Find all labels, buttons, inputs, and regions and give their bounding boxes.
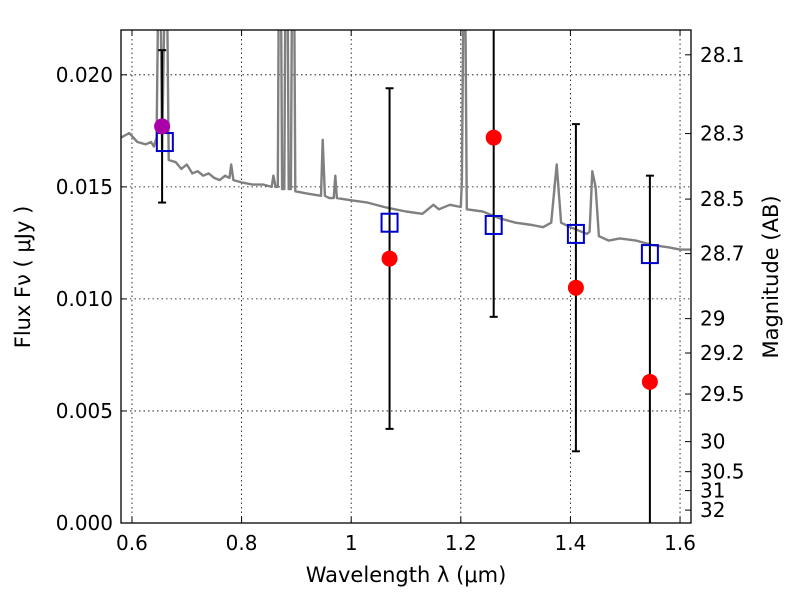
observed-flux-point <box>641 373 658 390</box>
spectrum-line <box>121 30 691 251</box>
model-band-square <box>380 212 399 233</box>
x-tick-label: 1.6 <box>664 531 696 555</box>
model-band-square <box>484 214 503 235</box>
x-axis-label: Wavelength λ (μm) <box>306 563 507 587</box>
data-markers <box>154 118 659 390</box>
mag-tick-label: 30 <box>700 430 725 454</box>
observed-flux-point <box>381 250 398 267</box>
x-tick-label: 1.4 <box>555 531 587 555</box>
y-tick-label: 0.000 <box>56 511 113 535</box>
observed-flux-point <box>485 129 502 146</box>
y-tick-label: 0.005 <box>56 399 113 423</box>
tick-marks <box>121 30 691 524</box>
mag-tick-label: 30.5 <box>700 460 745 484</box>
observed-flux-point <box>567 279 584 296</box>
x-tick-label: 1.2 <box>445 531 477 555</box>
y-axis-right-label: Magnitude (AB) <box>759 195 783 358</box>
x-tick-label: 1 <box>345 531 358 555</box>
mag-tick-label: 29 <box>700 307 725 331</box>
y-axis-label: Flux Fν ( μJy ) <box>11 206 35 349</box>
mag-tick-label: 28.1 <box>700 43 745 67</box>
tick-labels: 0.6 0.8 1 1.2 1.4 1.6 0.000 0.005 0.010 0.015 0.02… <box>56 43 745 555</box>
model-band-square <box>566 223 585 244</box>
mag-tick-label: 32 <box>700 498 725 522</box>
x-tick-label: 0.8 <box>226 531 258 555</box>
mag-tick-label: 29.5 <box>700 382 745 406</box>
grid-lines <box>121 30 691 523</box>
mag-tick-label: 31 <box>700 479 725 503</box>
y-tick-label: 0.010 <box>56 287 113 311</box>
y-tick-label: 0.020 <box>56 63 113 87</box>
mag-tick-label: 28.7 <box>700 242 745 266</box>
model-band-square <box>640 244 659 265</box>
mag-tick-label: 28.3 <box>700 122 745 146</box>
x-tick-label: 0.6 <box>116 531 148 555</box>
spectrum-layer <box>121 30 691 251</box>
mag-tick-label: 29.2 <box>700 341 745 365</box>
plot-frame <box>120 29 692 524</box>
mag-tick-label: 28.5 <box>700 187 745 211</box>
y-tick-label: 0.015 <box>56 175 113 199</box>
optical-flux-point <box>154 118 171 135</box>
